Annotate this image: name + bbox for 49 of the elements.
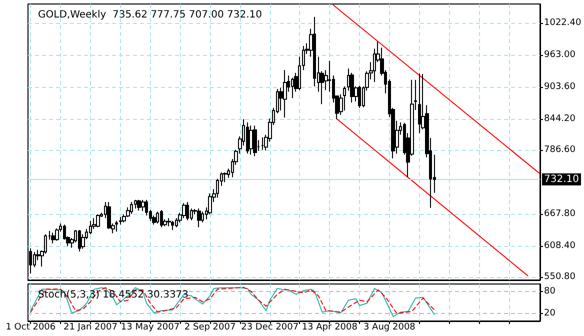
candlestick [418,72,421,134]
y-tick-label: 667.80 [544,208,576,219]
candlestick [358,85,361,108]
candlestick [171,220,174,230]
candlestick [55,228,59,242]
x-tick-label: 1 Oct 2006 [6,322,56,332]
candlestick [119,216,122,226]
candlestick [283,70,287,118]
candlestick [156,211,159,224]
candlestick [197,208,201,228]
candlestick [115,220,118,232]
y-tick-label: 786.60 [544,145,576,156]
y-tick-label: 963.00 [544,50,576,60]
candlestick [78,229,81,252]
candlestick [167,218,171,227]
candlestick [261,136,264,150]
candlestick [182,202,186,219]
candlestick [160,210,163,228]
y-tick-label: 903.60 [544,82,576,92]
candlestick [137,199,141,212]
candlestick [141,199,145,212]
x-tick-label: 21 Jan 2007 [63,322,118,332]
candlestick [186,201,189,221]
candlestick [223,172,227,183]
candlestick [350,72,354,103]
candlestick [253,125,257,157]
candlestick [130,201,133,214]
ref-line-label: 732.10 [544,174,579,185]
candlestick [96,214,100,228]
candlestick [291,77,294,99]
candlestick [107,201,111,230]
y-tick-label: 844.20 [544,114,576,124]
text: GOLD,Weekly 735.62 777.75 707.00 732.10 [38,10,262,20]
y-tick-label: 80 [544,286,556,296]
y-tick-label: 608.40 [544,240,576,251]
x-tick-label: 13 May 2007 [120,322,180,332]
y-tick-label: 550.80 [544,272,576,282]
candlestick [343,86,346,112]
y-tick-label: 1022.40 [544,18,582,28]
candlestick [89,220,92,235]
candlestick [208,192,212,215]
x-tick-label: 2 Sep 2007 [184,322,236,332]
x-tick-label: 23 Dec 2007 [241,322,299,332]
candlestick [51,232,55,244]
x-tick-label: 3 Aug 2008 [363,322,416,332]
y-tick-label: 20 [544,308,556,319]
candlestick [249,125,253,156]
x-tick-label: 13 Apr 2008 [302,322,358,332]
candlestick [246,122,249,154]
